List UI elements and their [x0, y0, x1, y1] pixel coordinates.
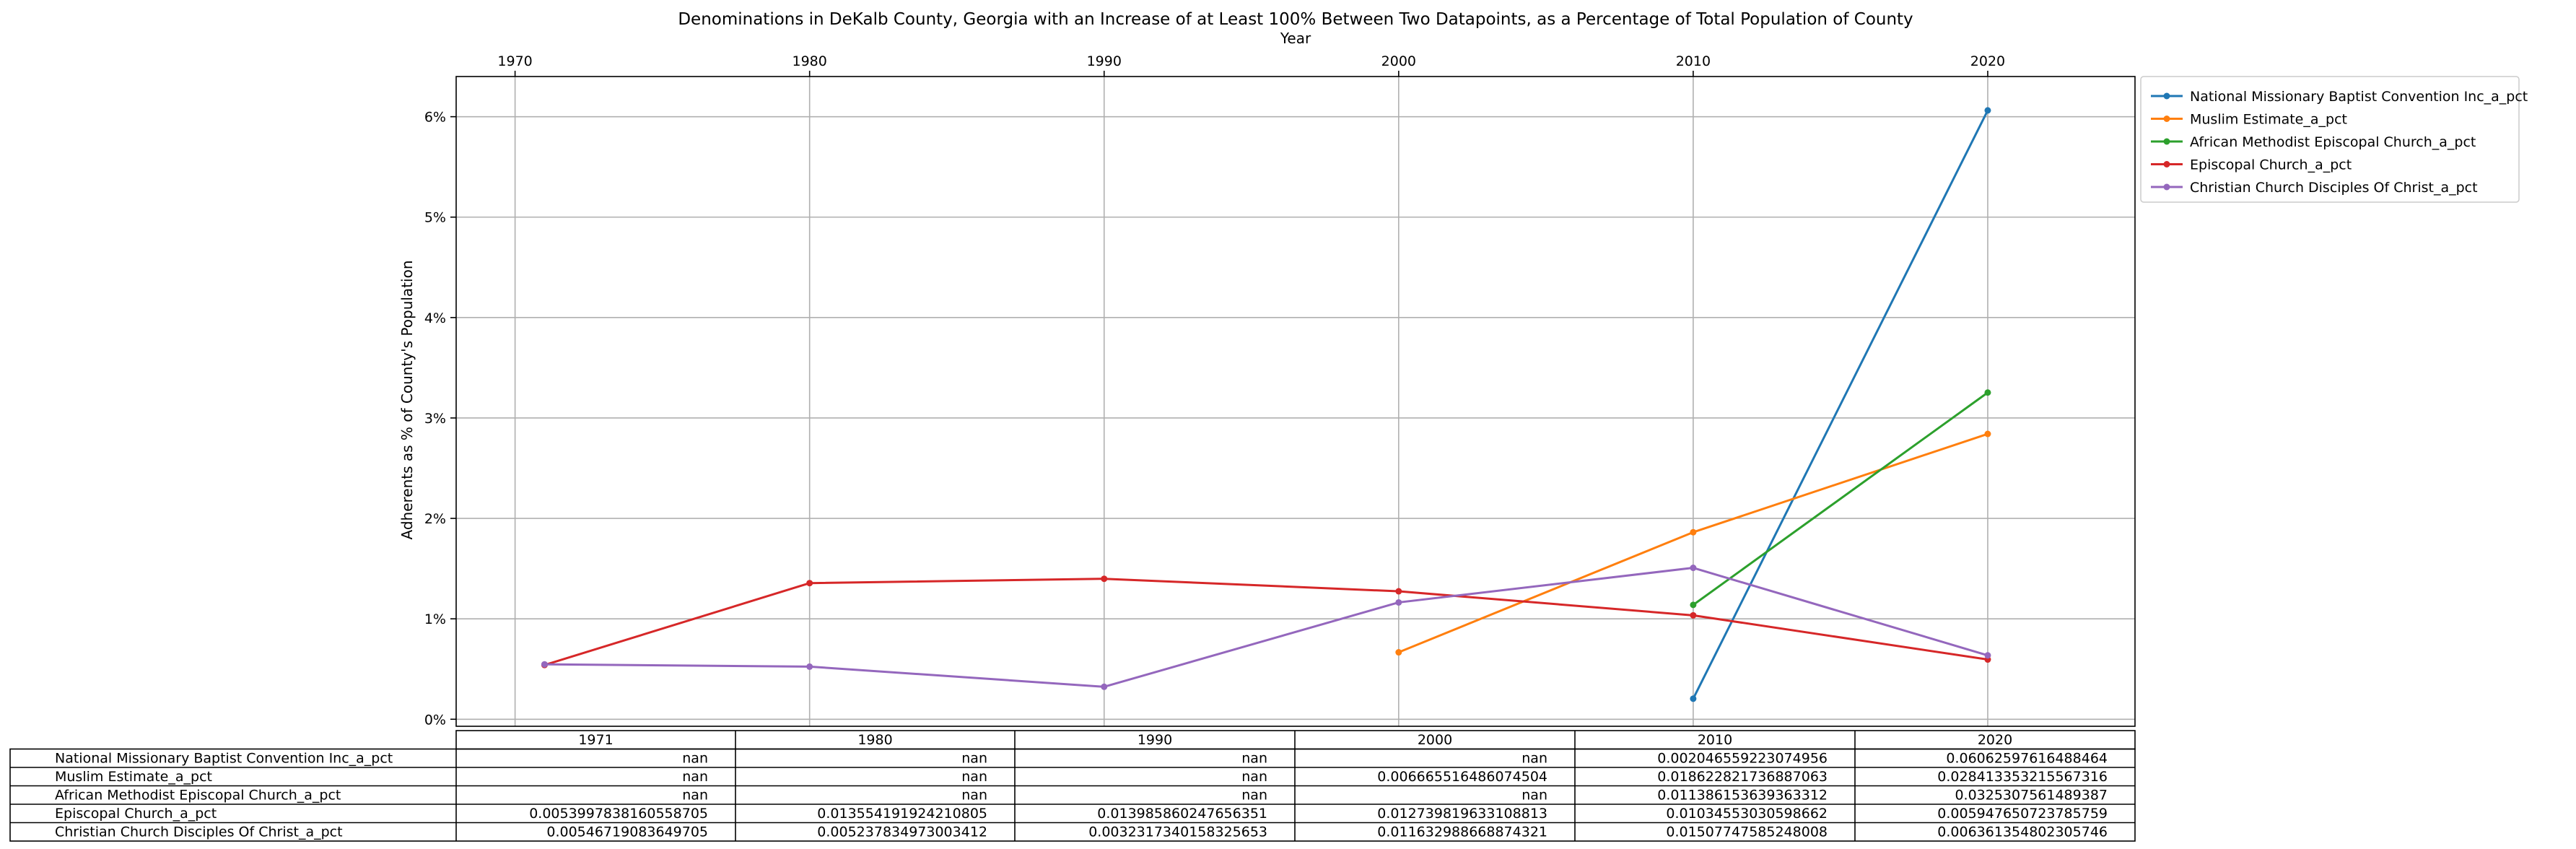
table-cell: nan	[682, 751, 708, 767]
legend-marker	[2163, 92, 2170, 100]
table-cell: nan	[961, 751, 987, 767]
data-point	[1984, 107, 1991, 114]
data-point	[1690, 528, 1697, 536]
legend-marker	[2163, 138, 2170, 145]
table-cell: 0.006361354802305746	[1937, 824, 2108, 840]
table-cell: 0.01507747585248008	[1666, 824, 1828, 840]
series-lines	[541, 107, 1991, 702]
legend-frame	[2140, 76, 2520, 203]
data-point	[1984, 389, 1991, 396]
data-point	[1690, 695, 1697, 702]
table-cell: nan	[961, 788, 987, 804]
y-tick-label: 6%	[424, 110, 446, 126]
table-cell: nan	[961, 769, 987, 785]
table-cell: nan	[682, 769, 708, 785]
y-tick-label: 3%	[424, 411, 446, 427]
x-axis-ticks: 1970 1980 1990 2000 2010 2020	[497, 53, 2005, 77]
data-point	[1690, 601, 1697, 609]
table-cell: 0.00546719083649705	[546, 824, 708, 840]
x-tick-label: 2020	[1970, 53, 2005, 69]
legend-label: Muslim Estimate_a_pct	[2190, 112, 2347, 128]
table-column-header: 2000	[1418, 732, 1452, 748]
x-tick-label: 1970	[497, 53, 532, 69]
series-line	[1693, 391, 1988, 606]
legend-label: African Methodist Episcopal Church_a_pct	[2190, 134, 2476, 150]
data-point	[806, 580, 813, 587]
series-line	[1692, 110, 1989, 700]
table-row-label: National Missionary Baptist Convention I…	[55, 751, 393, 767]
data-point	[1395, 588, 1402, 595]
y-tick-label: 5%	[424, 210, 446, 226]
table-row-label: African Methodist Episcopal Church_a_pct	[55, 788, 341, 804]
x-tick-label: 1980	[793, 53, 827, 69]
table-cell: 0.01034553030598662	[1666, 806, 1828, 822]
table-cell: nan	[1241, 751, 1267, 767]
table-cell: nan	[682, 788, 708, 804]
table-cell: 0.013554191924210805	[817, 806, 987, 822]
table-cell: 0.0053997838160558705	[529, 806, 708, 822]
x-tick-label: 2010	[1676, 53, 1711, 69]
legend-marker	[2163, 116, 2170, 122]
y-tick-label: 2%	[424, 511, 446, 527]
table-column-header: 1980	[857, 732, 892, 748]
data-point	[1101, 683, 1108, 690]
y-tick-label: 0%	[424, 712, 446, 728]
y-axis-ticks: 0% 1% 2% 3% 4% 5% 6%	[424, 110, 456, 728]
data-point	[1690, 611, 1697, 619]
legend-label: National Missionary Baptist Convention I…	[2190, 89, 2528, 105]
table-cell: 0.013985860247656351	[1097, 806, 1267, 822]
x-tick-label: 2000	[1381, 53, 1416, 69]
table-column-header: 2010	[1698, 732, 1732, 748]
table-cell: 0.005947650723785759	[1937, 806, 2108, 822]
data-point	[1984, 430, 1991, 437]
data-table: 1971 1980 1990 2000 2010 2020 National Mission…	[9, 730, 2136, 842]
y-tick-label: 1%	[424, 611, 446, 627]
table-row-label: Episcopal Church_a_pct	[55, 806, 217, 822]
data-point	[1395, 598, 1402, 606]
legend: National Missionary Baptist Convention I…	[2140, 76, 2528, 203]
data-point	[1984, 652, 1991, 659]
table-cell: 0.005237834973003412	[817, 824, 987, 840]
data-point	[1395, 649, 1402, 656]
table-cell: 0.012739819633108813	[1377, 806, 1547, 822]
table-cell: 0.006665516486074504	[1377, 769, 1547, 785]
table-column-header: 1971	[578, 732, 613, 748]
x-tick-label: 1990	[1087, 53, 1122, 69]
y-axis-label: Adherents as % of County's Population	[398, 260, 416, 539]
legend-marker	[2163, 161, 2170, 167]
table-cell: nan	[1521, 788, 1547, 804]
legend-label: Christian Church Disciples Of Christ_a_p…	[2190, 180, 2478, 196]
series-line	[544, 567, 1988, 688]
legend-label: Episcopal Church_a_pct	[2190, 157, 2352, 173]
table-cell: 0.0032317340158325653	[1088, 824, 1267, 840]
data-point	[806, 663, 813, 670]
table-cell: nan	[1241, 769, 1267, 785]
y-tick-label: 4%	[424, 310, 446, 326]
table-column-header: 2020	[1978, 732, 2012, 748]
table-cell: 0.018622821736887063	[1657, 769, 1828, 785]
table-row-label: Christian Church Disciples Of Christ_a_p…	[55, 824, 343, 840]
table-cell: nan	[1241, 788, 1267, 804]
table-cell: 0.06062597616488464	[1946, 751, 2108, 767]
table-column-header: 1990	[1138, 732, 1172, 748]
table-cell: 0.0325307561489387	[1955, 788, 2108, 804]
data-point	[541, 661, 548, 668]
table-cell: nan	[1521, 751, 1547, 767]
data-point	[1101, 575, 1108, 583]
chart-title: Denominations in DeKalb County, Georgia …	[678, 10, 1913, 29]
table-cell: 0.011632988668874321	[1377, 824, 1547, 840]
legend-marker	[2163, 183, 2170, 191]
table-row-label: Muslim Estimate_a_pct	[55, 769, 212, 785]
data-point	[1690, 565, 1697, 572]
plot-area-frame	[455, 76, 2136, 727]
grid	[456, 77, 2135, 726]
table-cell: 0.011386153639363312	[1657, 788, 1828, 804]
table-cell: 0.002046559223074956	[1657, 751, 1828, 767]
table-cell: 0.028413353215567316	[1937, 769, 2108, 785]
x-axis-label: Year	[1280, 30, 1311, 47]
series-line	[543, 578, 1988, 666]
